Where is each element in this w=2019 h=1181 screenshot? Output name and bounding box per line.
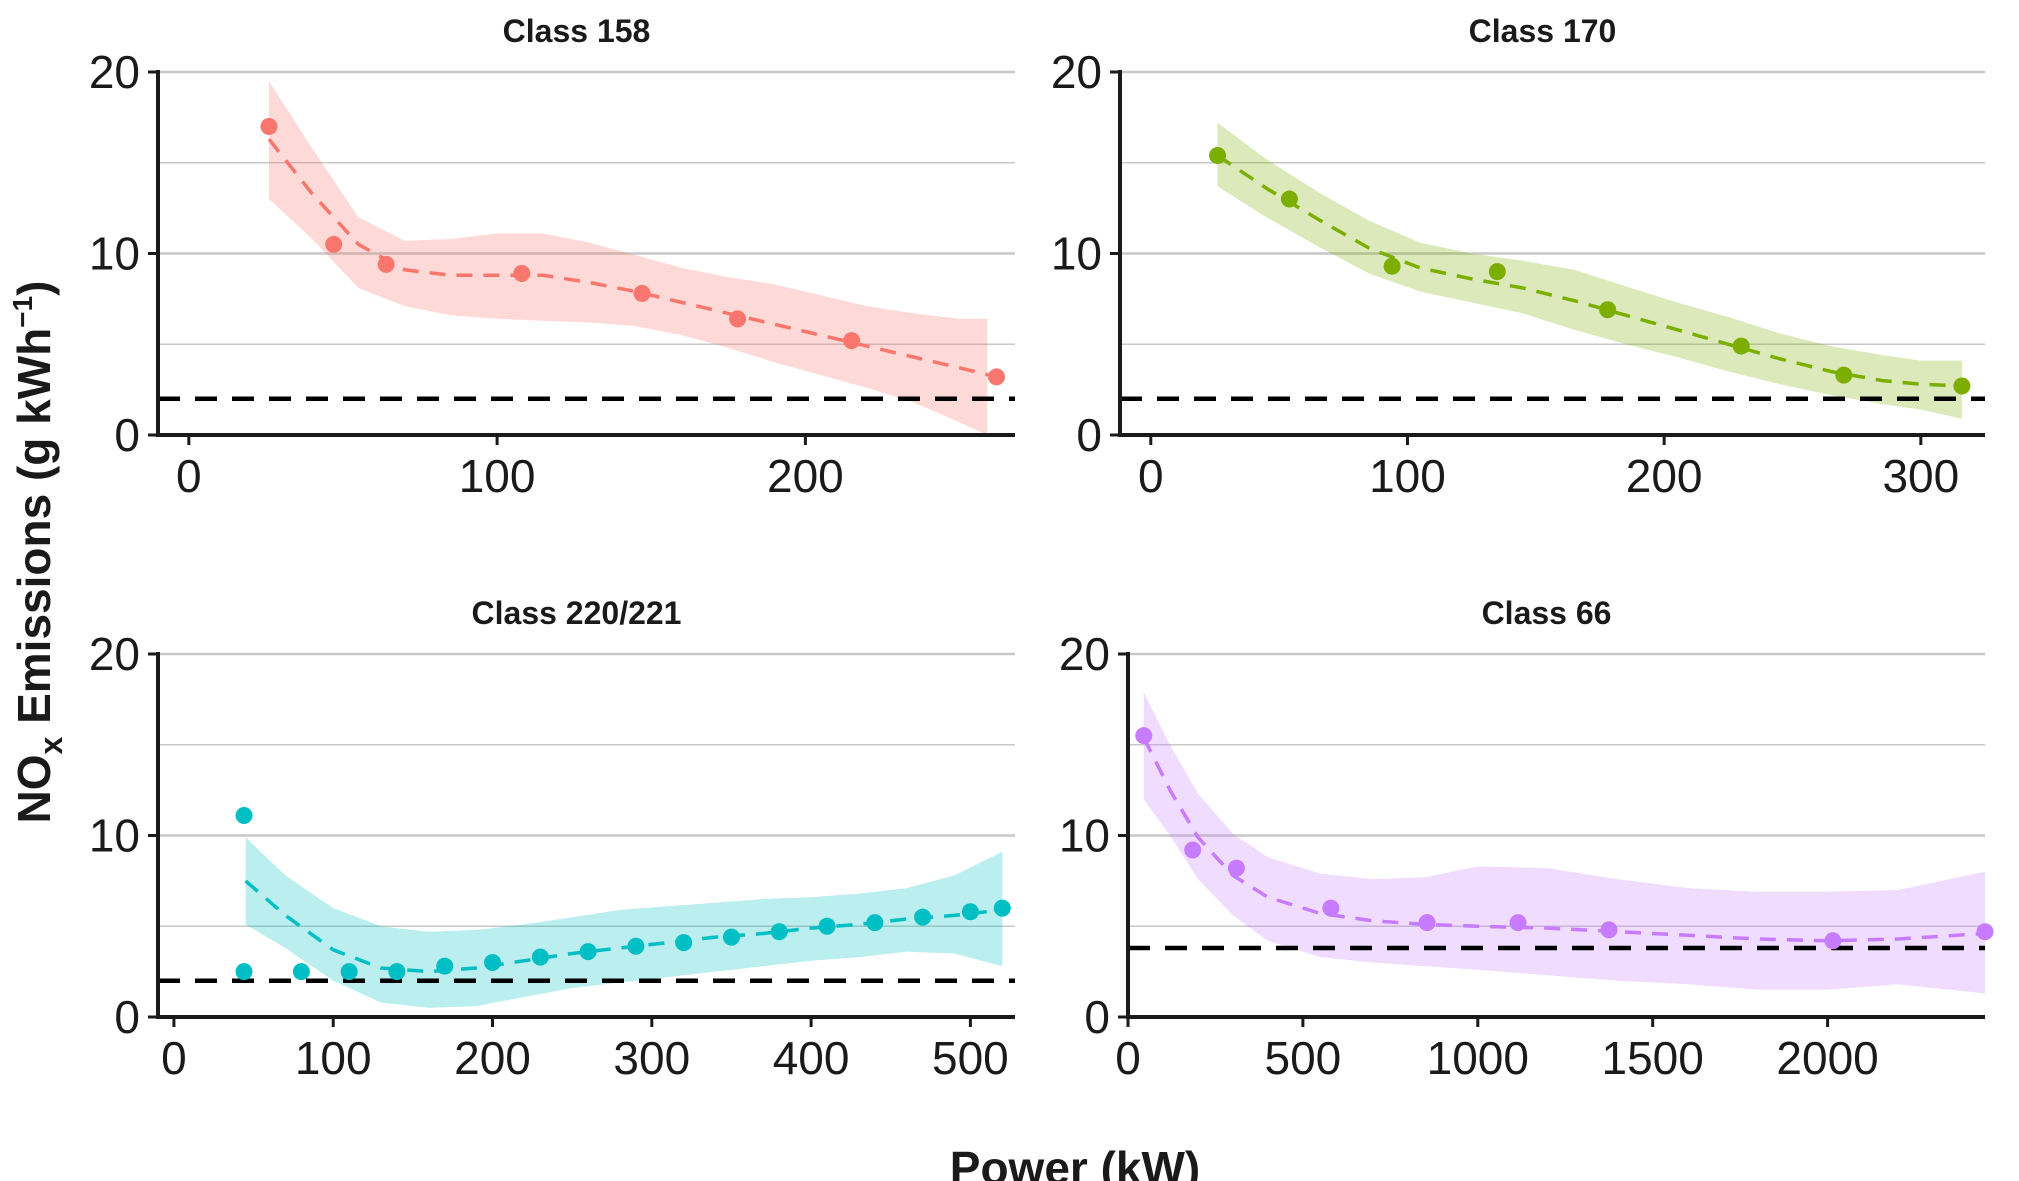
x-tick-label: 400 bbox=[773, 1032, 850, 1084]
x-tick-label: 0 bbox=[161, 1032, 187, 1084]
panel-title: Class 66 bbox=[1482, 595, 1612, 631]
data-point bbox=[1209, 146, 1227, 164]
y-tick-label: 20 bbox=[89, 46, 140, 98]
data-point bbox=[988, 368, 1006, 386]
data-point bbox=[235, 807, 253, 825]
data-point bbox=[1383, 257, 1401, 275]
y-axis-title: NOx Emissions (g kWh−1) bbox=[7, 280, 69, 823]
data-point bbox=[377, 255, 395, 273]
data-point bbox=[633, 284, 651, 302]
data-point bbox=[325, 235, 343, 253]
x-tick-label: 200 bbox=[767, 450, 844, 502]
data-point bbox=[729, 310, 747, 328]
data-point bbox=[1509, 914, 1527, 932]
data-point bbox=[914, 908, 932, 926]
x-tick-label: 300 bbox=[1882, 450, 1959, 502]
data-point bbox=[722, 928, 740, 946]
x-tick-label: 300 bbox=[613, 1032, 690, 1084]
y-tick-label: 20 bbox=[1051, 46, 1102, 98]
y-tick-label: 10 bbox=[1051, 228, 1102, 280]
x-tick-label: 0 bbox=[1138, 450, 1164, 502]
fit-line bbox=[1142, 736, 1986, 943]
x-tick-label: 1000 bbox=[1427, 1032, 1529, 1084]
data-point bbox=[866, 914, 884, 932]
data-point bbox=[292, 963, 310, 981]
x-tick-label: 200 bbox=[1626, 450, 1703, 502]
data-point bbox=[1824, 932, 1842, 950]
data-point bbox=[436, 957, 454, 975]
x-tick-label: 2000 bbox=[1776, 1032, 1878, 1084]
x-tick-label: 200 bbox=[454, 1032, 531, 1084]
y-tick-label: 10 bbox=[89, 810, 140, 862]
y-tick-label: 20 bbox=[1059, 628, 1110, 680]
data-point bbox=[484, 954, 502, 972]
panel-title: Class 170 bbox=[1469, 13, 1617, 49]
data-point bbox=[1418, 914, 1436, 932]
panel-title: Class 158 bbox=[503, 13, 651, 49]
data-point bbox=[388, 963, 406, 981]
data-point bbox=[1835, 366, 1853, 384]
y-tick-label: 10 bbox=[89, 228, 140, 280]
data-point bbox=[961, 903, 979, 921]
confidence-band bbox=[1143, 692, 1985, 994]
data-point bbox=[579, 943, 597, 961]
data-point bbox=[1600, 921, 1618, 939]
data-point bbox=[675, 934, 693, 952]
data-point bbox=[1976, 923, 1994, 941]
data-point bbox=[993, 899, 1011, 917]
x-tick-label: 0 bbox=[1115, 1032, 1141, 1084]
confidence-band bbox=[1217, 122, 1962, 419]
data-point bbox=[260, 117, 278, 135]
data-point bbox=[1184, 841, 1202, 859]
data-point bbox=[843, 332, 861, 350]
x-tick-label: 1500 bbox=[1602, 1032, 1704, 1084]
x-tick-label: 500 bbox=[932, 1032, 1009, 1084]
y-tick-label: 0 bbox=[1076, 409, 1102, 461]
data-point bbox=[627, 937, 645, 955]
y-tick-label: 10 bbox=[1059, 810, 1110, 862]
data-point bbox=[1732, 337, 1750, 355]
data-point bbox=[770, 923, 788, 941]
y-tick-label: 0 bbox=[1084, 991, 1110, 1043]
x-tick-label: 100 bbox=[459, 450, 536, 502]
panel-3: 0 10 20 0 500 1000 1500 2000 Class 66 bbox=[1059, 595, 1994, 1084]
data-point bbox=[1227, 859, 1245, 877]
x-tick-label: 100 bbox=[1369, 450, 1446, 502]
data-point bbox=[1599, 301, 1617, 319]
data-point bbox=[818, 917, 836, 935]
data-point bbox=[235, 963, 253, 981]
data-point bbox=[531, 948, 549, 966]
data-point bbox=[1322, 899, 1340, 917]
data-point bbox=[1280, 190, 1298, 208]
data-point bbox=[1488, 263, 1506, 281]
data-point bbox=[1135, 727, 1153, 745]
x-tick-label: 100 bbox=[295, 1032, 372, 1084]
y-tick-label: 20 bbox=[89, 628, 140, 680]
x-axis-title: Power (kW) bbox=[950, 1142, 1200, 1181]
y-tick-label: 0 bbox=[114, 409, 140, 461]
data-point bbox=[1953, 377, 1971, 395]
confidence-band bbox=[269, 81, 988, 435]
data-point bbox=[513, 264, 531, 282]
data-point bbox=[340, 963, 358, 981]
x-tick-label: 500 bbox=[1265, 1032, 1342, 1084]
panel-title: Class 220/221 bbox=[472, 595, 682, 631]
y-tick-label: 0 bbox=[114, 991, 140, 1043]
confidence-band bbox=[245, 837, 1003, 1008]
x-tick-label: 0 bbox=[176, 450, 202, 502]
